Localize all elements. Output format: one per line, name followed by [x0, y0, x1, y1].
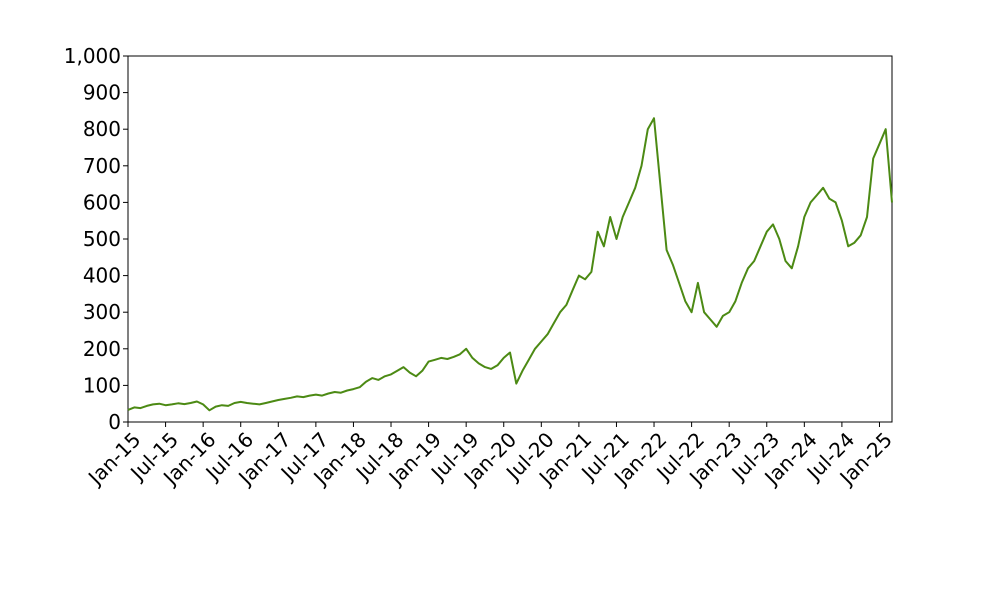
y-tick-label: 700	[83, 154, 121, 178]
y-tick-label: 400	[83, 264, 121, 288]
series-line-0	[127, 117, 893, 412]
y-tick-label: 100	[83, 373, 121, 397]
y-tick-label: 900	[83, 81, 121, 105]
x-axis: Jan-15Jul-15Jan-16Jul-16Jan-17Jul-17Jan-…	[82, 422, 897, 491]
y-tick-label: 1,000	[64, 44, 121, 68]
y-tick-label: 200	[83, 337, 121, 361]
y-tick-label: 500	[83, 227, 121, 251]
plot-frame	[127, 55, 893, 423]
plot-area	[127, 55, 893, 423]
y-tick-label: 800	[83, 117, 121, 141]
y-tick-label: 0	[108, 410, 121, 434]
y-tick-label: 600	[83, 190, 121, 214]
y-axis: 0 100 200 300 400 500 600 700 800 900 1,000	[64, 44, 128, 434]
series-layer	[127, 117, 893, 412]
y-tick-label: 300	[83, 300, 121, 324]
